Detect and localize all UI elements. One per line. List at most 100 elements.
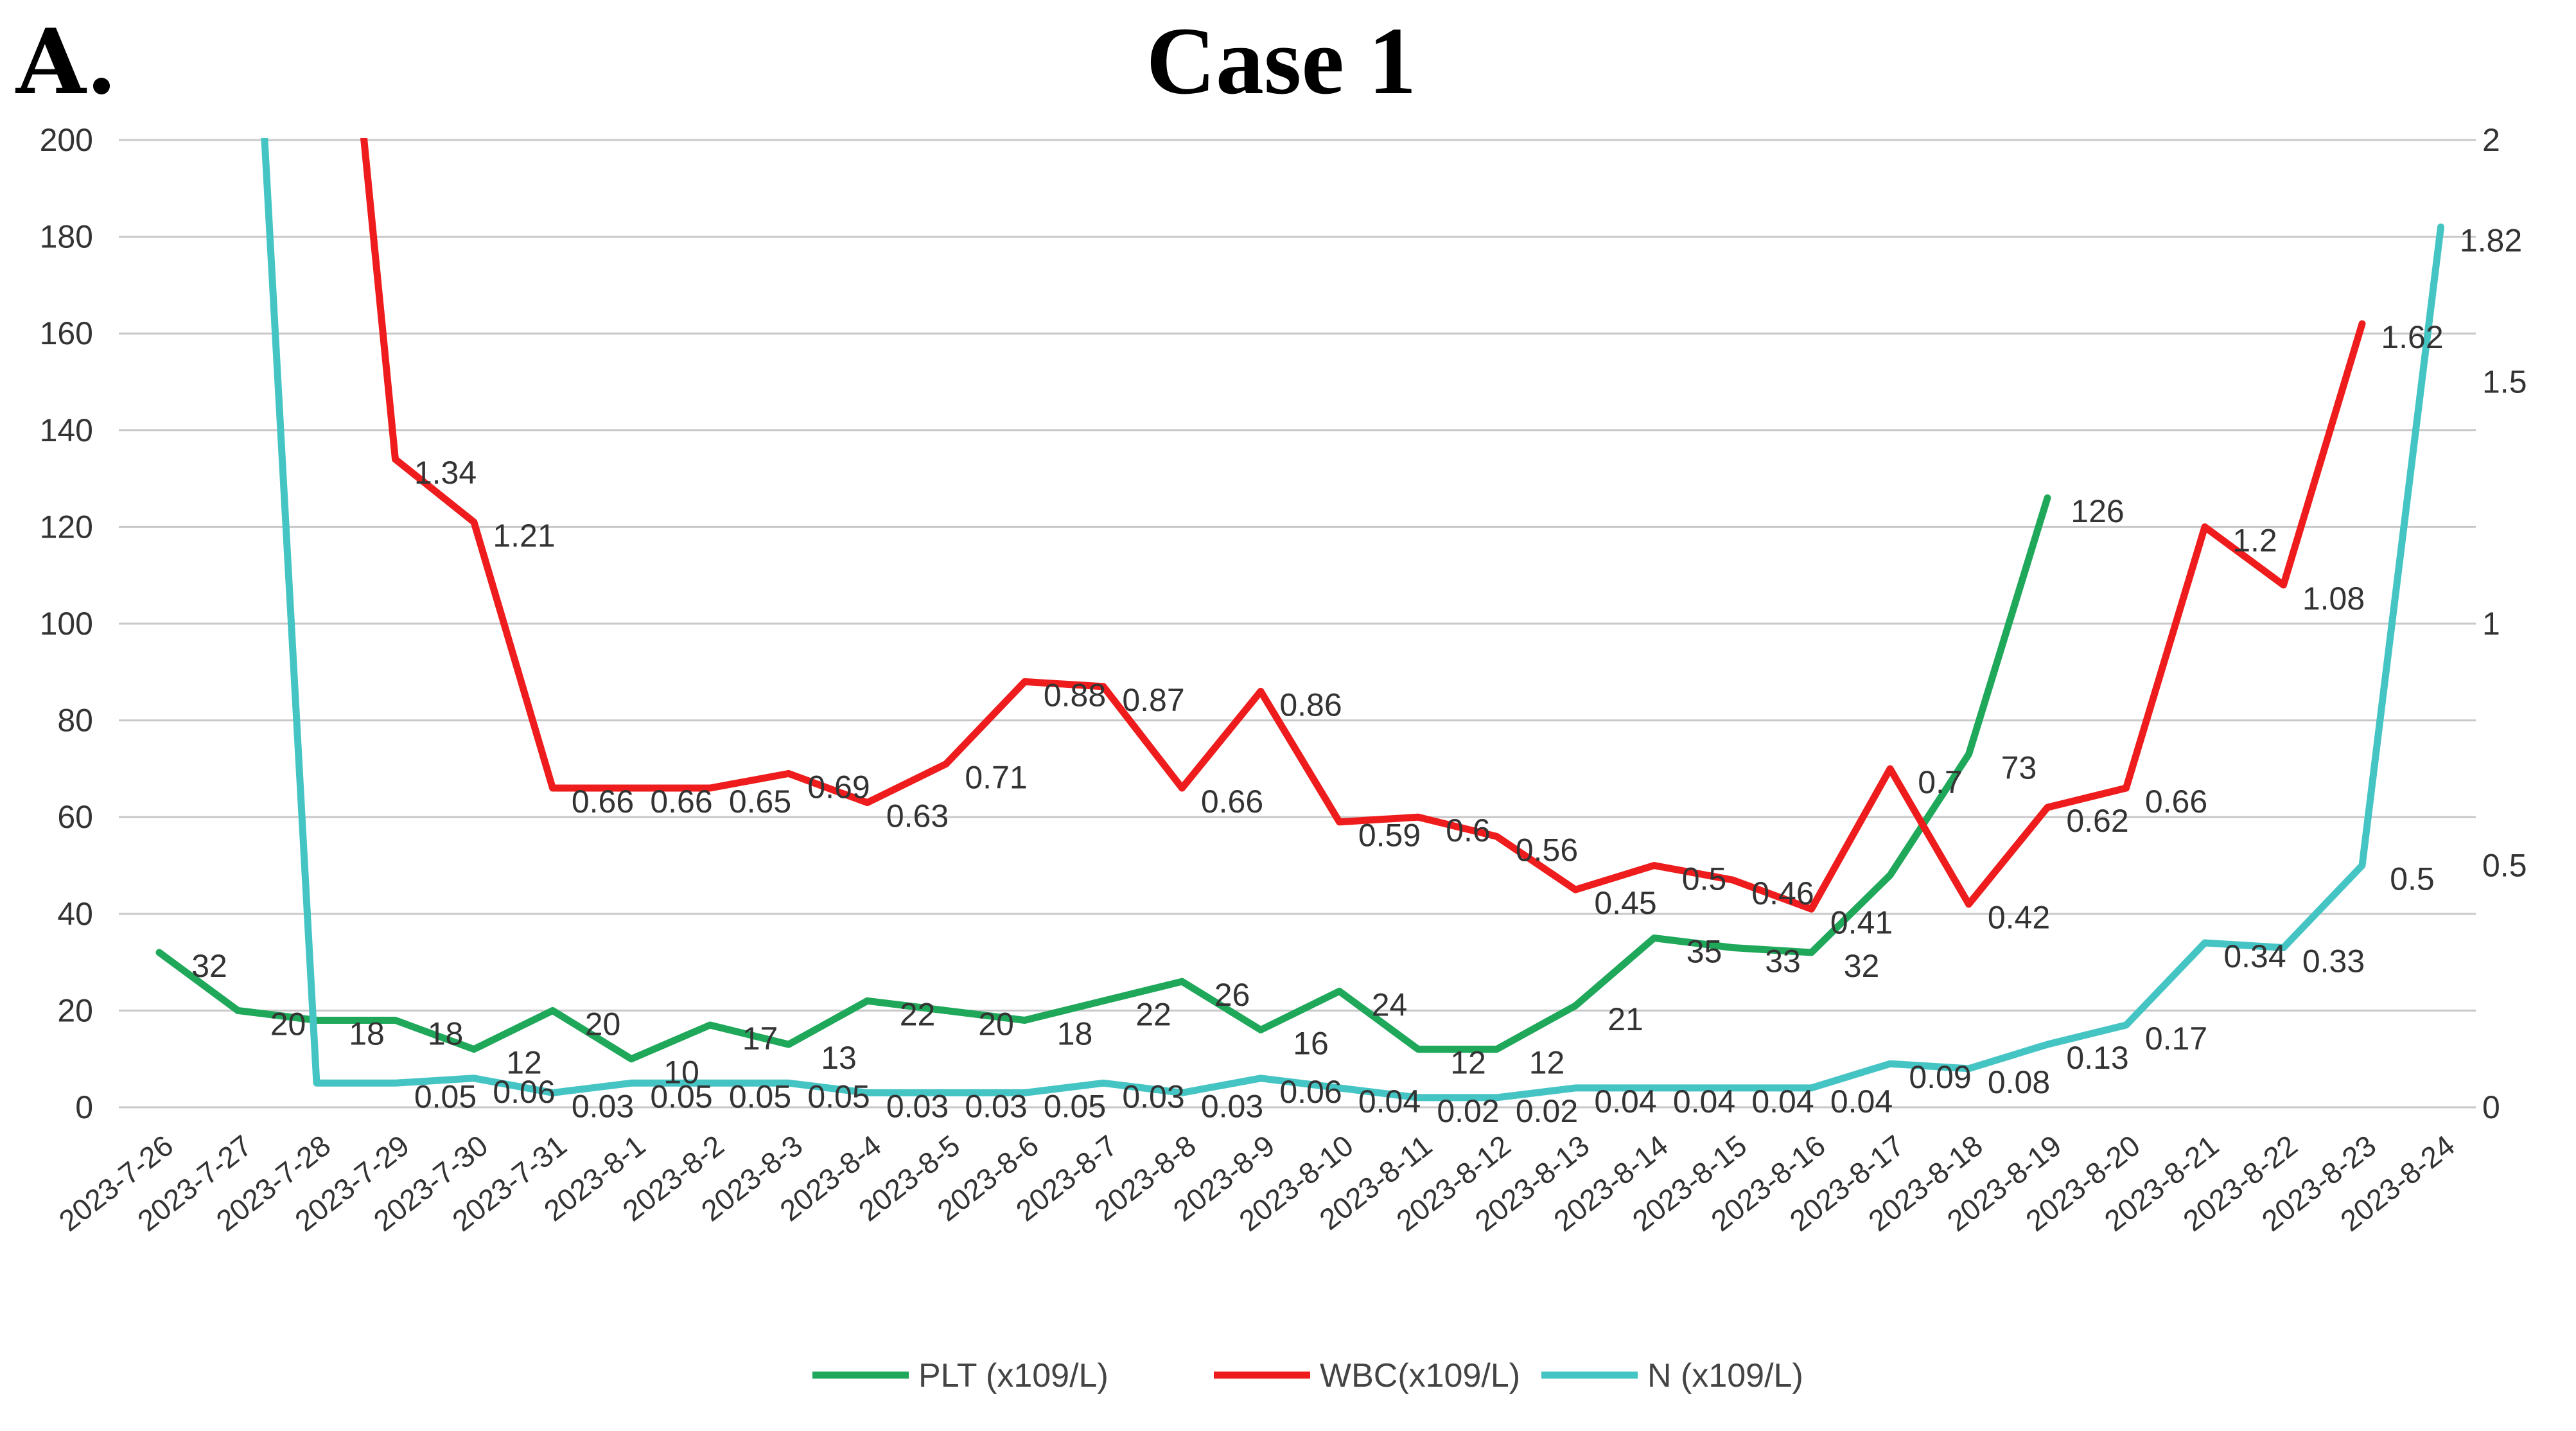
data-label-plt: 20 [585, 1006, 621, 1042]
right-tick-label: 0 [2482, 1089, 2500, 1125]
left-tick-label: 60 [57, 799, 93, 835]
data-label-n: 0.05 [807, 1078, 870, 1114]
data-label-plt: 20 [978, 1006, 1014, 1042]
left-tick-label: 180 [40, 219, 93, 255]
data-label-plt: 126 [2071, 493, 2124, 529]
data-label-n: 0.05 [414, 1078, 477, 1114]
data-label-plt: 18 [1057, 1015, 1093, 1051]
data-label-plt: 24 [1372, 987, 1408, 1023]
right-tick-label: 0.5 [2482, 848, 2527, 884]
data-label-n: 0.06 [1279, 1074, 1342, 1110]
data-label-n: 0.03 [886, 1088, 949, 1124]
gridlines [119, 139, 2476, 1109]
data-label-plt: 20 [270, 1006, 306, 1042]
data-label-n: 0.34 [2223, 938, 2286, 974]
data-label-n: 0.04 [1751, 1084, 1814, 1119]
data-label-plt: 35 [1687, 933, 1722, 969]
data-label-wbc: 0.69 [807, 769, 870, 805]
data-label-n: 0.03 [572, 1088, 634, 1124]
data-label-wbc: 1.2 [2232, 522, 2277, 558]
series-line-plt [155, 494, 2051, 1063]
data-label-n: 0.33 [2302, 944, 2365, 979]
data-label-n: 0.5 [2390, 861, 2435, 897]
data-label-n: 0.04 [1673, 1084, 1735, 1119]
series-lines [155, 138, 2444, 1102]
data-label-n: 0.09 [1909, 1059, 1971, 1095]
legend: PLT (x109/L) WBC(x109/L) N (x109/L) [812, 1357, 1803, 1394]
left-y-axis: 0 20 40 60 80 100 120 140 160 180 200 [40, 122, 93, 1125]
left-tick-label: 120 [40, 509, 93, 545]
data-label-n: 0.03 [1201, 1088, 1263, 1124]
left-tick-label: 0 [75, 1089, 93, 1125]
data-label-n: 0.03 [965, 1088, 1027, 1124]
data-label-wbc: 0.66 [1201, 784, 1263, 820]
data-label-wbc: 1.08 [2302, 581, 2365, 617]
data-label-plt: 12 [1450, 1045, 1486, 1081]
left-tick-label: 140 [40, 412, 93, 448]
data-label-plt: 22 [1135, 996, 1171, 1032]
data-label-wbc: 0.6 [1446, 812, 1491, 848]
data-label-wbc: 0.56 [1516, 832, 1578, 868]
data-label-wbc: 0.87 [1122, 682, 1184, 718]
x-axis: 2023-7-262023-7-272023-7-282023-7-292023… [53, 1128, 2461, 1238]
left-tick-label: 200 [40, 122, 93, 158]
data-label-n: 0.13 [2066, 1040, 2128, 1076]
left-tick-label: 100 [40, 606, 93, 642]
data-label-plt: 12 [1529, 1045, 1565, 1081]
data-label-plt: 16 [1293, 1026, 1329, 1062]
data-label-wbc: 0.5 [1682, 861, 1727, 897]
data-label-plt: 32 [1844, 948, 1880, 984]
data-label-wbc: 0.42 [1988, 900, 2050, 936]
panel-label: A. [15, 10, 117, 115]
data-label-wbc: 1.34 [414, 455, 477, 491]
data-label-plt: 32 [191, 948, 227, 984]
data-label-n: 0.05 [1044, 1088, 1106, 1124]
data-label-n: 0.06 [493, 1074, 555, 1110]
data-label-n: 0.08 [1988, 1064, 2050, 1100]
data-label-plt: 73 [2001, 750, 2037, 786]
data-label-wbc: 0.45 [1594, 885, 1656, 921]
data-label-n: 0.02 [1437, 1093, 1499, 1129]
data-label-wbc: 0.62 [2066, 803, 2128, 839]
left-tick-label: 80 [57, 703, 93, 739]
data-label-plt: 10 [663, 1055, 699, 1091]
data-label-plt: 26 [1214, 977, 1250, 1013]
right-tick-label: 1.5 [2482, 364, 2527, 400]
legend-label-plt: PLT (x109/L) [918, 1357, 1108, 1394]
legend-label-n: N (x109/L) [1647, 1357, 1803, 1394]
data-label-plt: 18 [349, 1015, 385, 1051]
data-label-plt: 13 [821, 1040, 857, 1076]
legend-label-wbc: WBC(x109/L) [1320, 1357, 1520, 1394]
data-label-wbc: 1.21 [493, 518, 555, 554]
data-label-wbc: 0.86 [1279, 687, 1342, 723]
data-label-plt: 12 [506, 1045, 542, 1081]
data-label-plt: 33 [1765, 944, 1801, 979]
data-label-n: 0.04 [1358, 1084, 1421, 1119]
data-label-wbc: 0.71 [965, 759, 1027, 795]
right-tick-label: 1 [2482, 606, 2500, 642]
right-tick-label: 2 [2482, 122, 2500, 158]
data-label-wbc: 0.88 [1044, 677, 1106, 713]
data-label-wbc: 0.63 [886, 798, 949, 834]
left-tick-label: 40 [57, 896, 93, 932]
data-label-wbc: 0.41 [1830, 904, 1893, 940]
data-label-n: 0.02 [1516, 1093, 1578, 1129]
series-line-n [261, 138, 2444, 1102]
data-label-wbc: 0.65 [729, 784, 791, 820]
data-label-n: 0.17 [2145, 1021, 2207, 1057]
left-tick-label: 20 [57, 992, 93, 1028]
data-label-plt: 18 [428, 1015, 464, 1051]
data-label-n: 0.04 [1830, 1084, 1893, 1119]
data-label-n: 0.05 [729, 1078, 791, 1114]
data-label-plt: 17 [742, 1021, 778, 1057]
data-label-wbc: 0.46 [1751, 875, 1814, 911]
data-label-wbc: 0.66 [650, 784, 712, 820]
data-label-plt: 22 [900, 996, 936, 1032]
data-label-wbc: 0.7 [1918, 764, 1963, 800]
chart-title: Case 1 [1146, 8, 1417, 114]
data-label-wbc: 0.66 [572, 784, 634, 820]
data-label-plt: 21 [1608, 1001, 1643, 1037]
data-label-wbc: 0.59 [1358, 818, 1421, 854]
right-y-axis: 0 0.5 1 1.5 2 [2482, 122, 2527, 1125]
